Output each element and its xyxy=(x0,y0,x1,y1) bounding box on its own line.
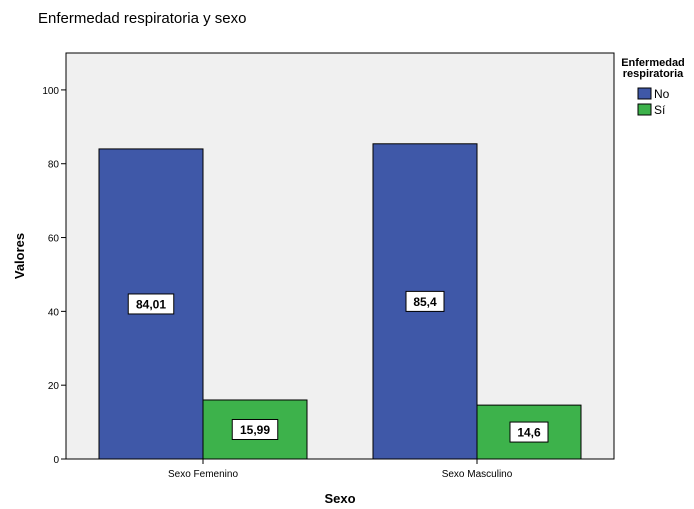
x-tick-label: Sexo Femenino xyxy=(168,469,238,480)
legend-title: respiratoria xyxy=(623,68,684,80)
legend-swatch xyxy=(637,87,652,100)
data-label-box xyxy=(231,418,279,440)
x-tick-label: Sexo Masculino xyxy=(442,469,513,480)
y-tick-label: 20 xyxy=(48,381,60,392)
legend-swatch xyxy=(637,103,652,116)
y-tick-label: 80 xyxy=(48,160,60,171)
y-tick-label: 40 xyxy=(48,307,60,318)
data-label: 15,99 xyxy=(240,423,270,437)
chart-title: Enfermedad respiratoria y sexo xyxy=(38,10,247,27)
data-label-box xyxy=(509,421,549,443)
x-axis-title: Sexo xyxy=(324,491,355,506)
bar xyxy=(98,148,204,460)
data-label: 85,4 xyxy=(413,295,437,309)
y-tick-label: 60 xyxy=(48,234,60,245)
legend-label: Sí xyxy=(654,103,666,117)
legend-label: No xyxy=(654,87,670,101)
bars-group: 84,01 15,99 85,4 14,6 xyxy=(98,143,582,460)
data-label-box xyxy=(405,290,445,312)
y-axis-title: Valores xyxy=(12,233,27,279)
y-tick-label: 100 xyxy=(42,86,59,97)
legend-title: Enfermedad xyxy=(621,57,685,69)
x-axis: Sexo Femenino Sexo Masculino xyxy=(168,459,513,480)
data-label: 14,6 xyxy=(517,426,541,440)
y-axis: 0 20 40 60 80 100 xyxy=(42,86,66,466)
data-label-box xyxy=(127,293,175,315)
data-label: 84,01 xyxy=(136,297,166,311)
y-tick-label: 0 xyxy=(53,455,59,466)
